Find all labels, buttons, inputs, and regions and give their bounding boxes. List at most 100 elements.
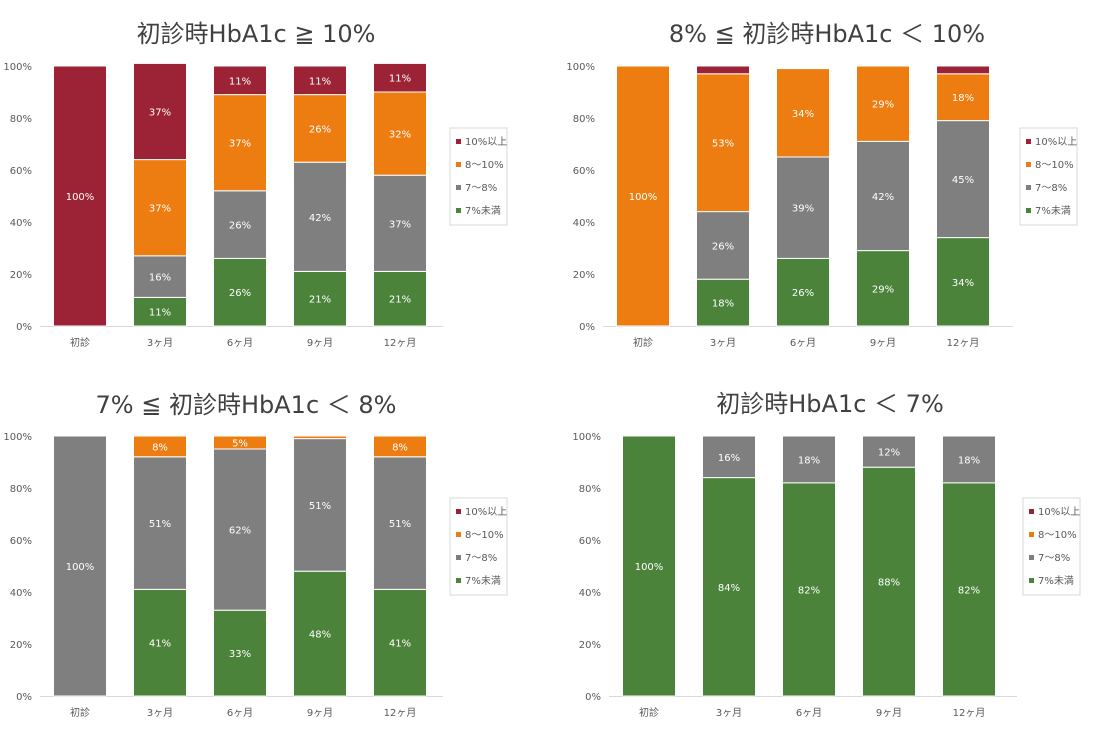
bar-segment — [133, 588, 187, 697]
legend-swatch — [456, 532, 461, 537]
bar-segment — [213, 448, 267, 611]
x-tick-label: 6ヶ月 — [227, 337, 253, 349]
y-tick-label: 100% — [572, 432, 601, 443]
y-tick-label: 20% — [573, 270, 595, 281]
bar-segment — [213, 65, 267, 96]
bar-segment — [293, 435, 347, 440]
data-label: 8% — [392, 442, 408, 453]
data-label: 8% — [152, 442, 168, 453]
bar-segment — [133, 435, 187, 458]
data-label: 100% — [629, 192, 658, 203]
legend-swatch — [1026, 162, 1031, 167]
chart-panel-hba1c-under-7: 初診時HbA1c ＜ 7% 0% 20% 40% 60% 80% 100% 100% 初診 84%… — [560, 370, 1100, 735]
bar-segment — [622, 435, 676, 697]
bar-segment — [373, 174, 427, 272]
y-tick-label: 20% — [10, 640, 32, 651]
x-tick-label: 12ヶ月 — [384, 337, 417, 349]
bar-segment — [133, 159, 187, 257]
data-label: 18% — [712, 299, 734, 310]
bar-segment — [133, 62, 187, 161]
legend-swatch — [1029, 555, 1034, 560]
bar-segment — [373, 435, 427, 458]
chart-panel-hba1c-7-to-8: 7% ≦ 初診時HbA1c ＜ 8% 0% 20% 40% 60% 80% 100% 100%… — [0, 370, 550, 735]
data-label: 11% — [309, 76, 331, 87]
legend-label: 8～10% — [1035, 160, 1074, 171]
legend: 10%以上 8～10% 7～8% 7%未満 — [1022, 497, 1081, 596]
data-label: 18% — [952, 93, 974, 104]
legend-swatch — [456, 208, 461, 213]
bar-segment — [942, 482, 996, 697]
data-label: 53% — [712, 139, 734, 150]
bar-segment — [936, 73, 990, 122]
legend-swatch — [456, 139, 461, 144]
bar-segment — [293, 94, 347, 163]
data-label: 84% — [718, 583, 740, 594]
x-tick-label: 3ヶ月 — [147, 337, 173, 349]
data-label: 26% — [309, 124, 331, 135]
chart-title: 初診時HbA1c ＜ 7% — [716, 390, 944, 418]
legend-swatch — [1029, 578, 1034, 583]
data-label: 37% — [149, 204, 171, 215]
chart-svg: 7% ≦ 初診時HbA1c ＜ 8% 0% 20% 40% 60% 80% 100% 100%… — [3, 391, 508, 719]
legend-label: 8～10% — [465, 160, 504, 171]
x-tick-label: 9ヶ月 — [307, 707, 333, 719]
y-tick-label: 80% — [10, 114, 32, 125]
y-tick-label: 100% — [566, 62, 595, 73]
bar-segment — [53, 65, 107, 327]
y-tick-label: 80% — [579, 484, 601, 495]
y-tick-label: 60% — [10, 166, 32, 177]
bar-segment — [293, 65, 347, 96]
data-label: 37% — [229, 139, 251, 150]
x-tick-label: 3ヶ月 — [716, 707, 742, 719]
x-tick-label: 初診 — [70, 706, 90, 719]
data-label: 21% — [389, 295, 411, 306]
y-tick-label: 20% — [579, 640, 601, 651]
x-tick-label: 9ヶ月 — [876, 707, 902, 719]
bar-segment — [213, 190, 267, 259]
legend-swatch — [456, 162, 461, 167]
data-label: 11% — [389, 74, 411, 85]
data-label: 34% — [952, 278, 974, 289]
x-tick-label: 3ヶ月 — [147, 707, 173, 719]
data-label: 37% — [149, 108, 171, 119]
bar-segment — [133, 456, 187, 590]
bar-segment — [936, 65, 990, 75]
y-tick-label: 0% — [579, 322, 595, 333]
data-label: 82% — [958, 585, 980, 596]
x-tick-label: 12ヶ月 — [947, 337, 980, 349]
legend-swatch — [456, 578, 461, 583]
y-tick-label: 40% — [10, 588, 32, 599]
chart-title: 8% ≦ 初診時HbA1c ＜ 10% — [669, 20, 985, 48]
x-tick-label: 12ヶ月 — [953, 707, 986, 719]
bar-segment — [213, 94, 267, 192]
bar-segment — [293, 570, 347, 697]
bar-segment — [373, 456, 427, 590]
data-label: 41% — [389, 639, 411, 650]
x-tick-label: 9ヶ月 — [307, 337, 333, 349]
data-label: 45% — [952, 175, 974, 186]
bar-segment — [856, 65, 910, 142]
data-label: 26% — [229, 221, 251, 232]
data-label: 51% — [309, 501, 331, 512]
bar-segment — [776, 257, 830, 327]
bar-segment — [782, 435, 836, 484]
bar-segment — [856, 250, 910, 327]
y-tick-label: 40% — [579, 588, 601, 599]
legend-swatch — [1026, 185, 1031, 190]
bar-segment — [213, 435, 267, 450]
y-tick-label: 60% — [10, 536, 32, 547]
bar-segment — [782, 482, 836, 697]
data-label: 39% — [792, 204, 814, 215]
x-tick-label: 初診 — [633, 336, 653, 349]
legend-swatch — [1029, 532, 1034, 537]
data-label: 41% — [149, 639, 171, 650]
legend-label: 10%以上 — [1035, 136, 1077, 148]
data-label: 51% — [149, 519, 171, 530]
x-tick-label: 6ヶ月 — [796, 707, 822, 719]
y-tick-label: 0% — [16, 322, 32, 333]
bar-segment — [702, 435, 756, 479]
bar-segment — [696, 65, 750, 75]
bar-segment — [702, 477, 756, 697]
bar-segment — [373, 588, 427, 697]
bar-segment — [776, 68, 830, 158]
